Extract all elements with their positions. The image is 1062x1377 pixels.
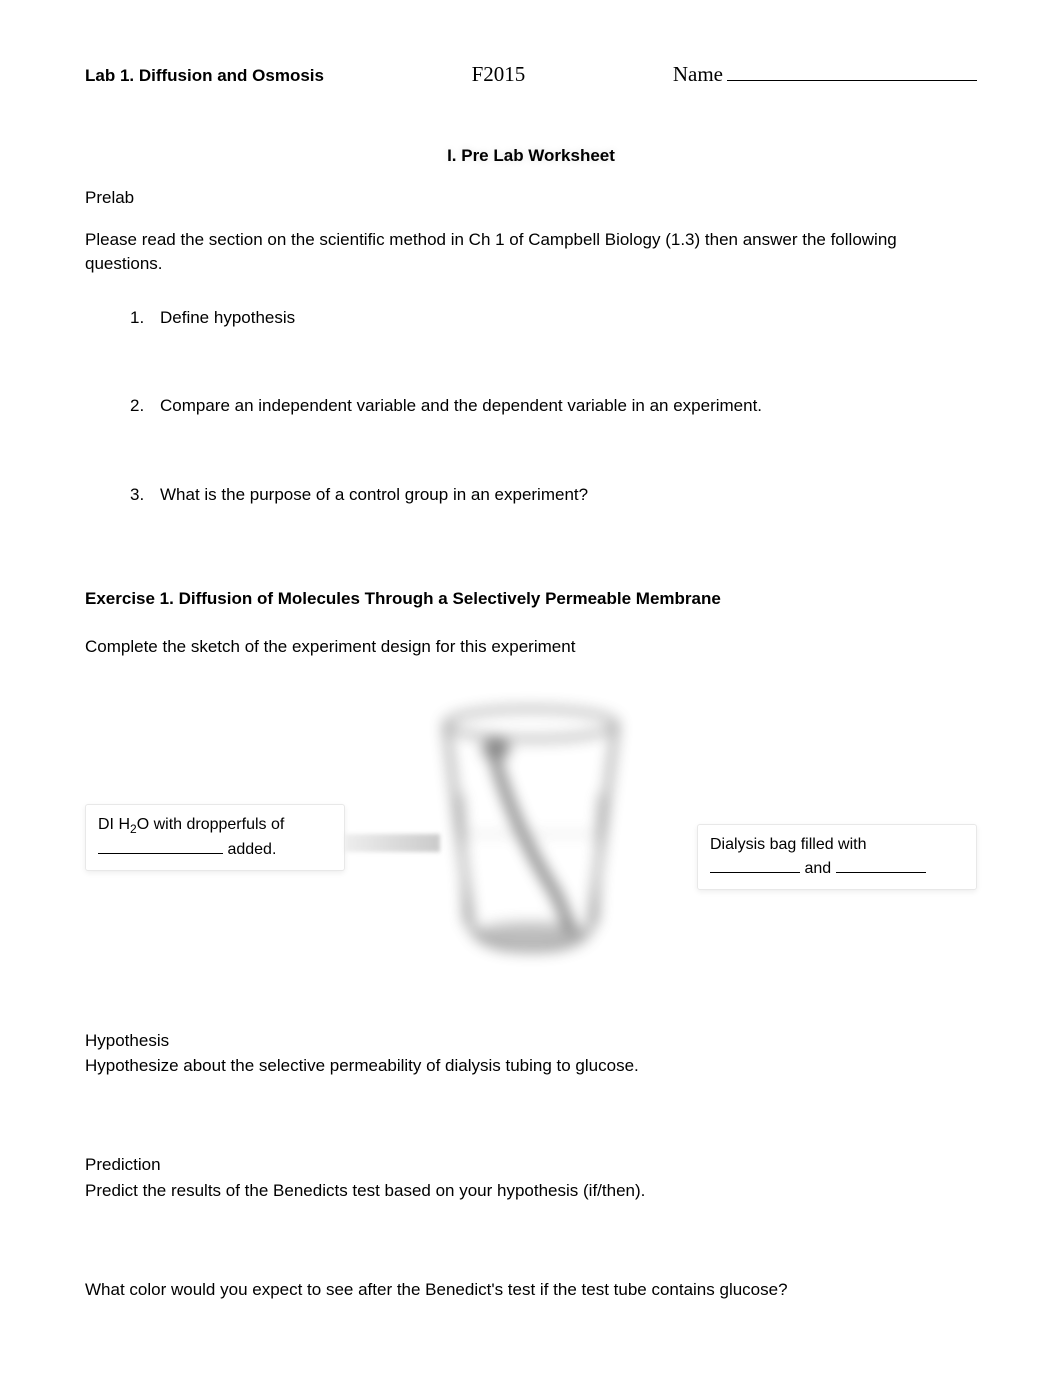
color-question: What color would you expect to see after… xyxy=(85,1278,977,1302)
question-number: 2. xyxy=(130,394,160,418)
question-text: What is the purpose of a control group i… xyxy=(160,483,588,507)
blank-line[interactable] xyxy=(710,872,800,873)
left-label-sub: 2 xyxy=(130,822,137,836)
header-row: Lab 1. Diffusion and Osmosis F2015 Name xyxy=(85,60,977,89)
name-label: Name xyxy=(673,60,723,89)
question-number: 3. xyxy=(130,483,160,507)
blank-line[interactable] xyxy=(836,872,926,873)
term-label: F2015 xyxy=(472,60,526,89)
question-number: 1. xyxy=(130,306,160,330)
diagram-left-label: DI H2O with dropperfuls of added. xyxy=(85,804,345,871)
right-label-pre: Dialysis bag filled with xyxy=(710,836,867,853)
hypothesis-section: Hypothesis Hypothesize about the selecti… xyxy=(85,1029,977,1079)
experiment-diagram: DI H2O with dropperfuls of added. Dialys… xyxy=(85,694,977,974)
prediction-section: Prediction Predict the results of the Be… xyxy=(85,1153,977,1203)
left-label-added: added. xyxy=(223,841,276,858)
right-label-and: and xyxy=(800,860,836,877)
left-label-pre: DI H xyxy=(98,816,130,833)
prediction-text: Predict the results of the Benedicts tes… xyxy=(85,1179,977,1203)
question-item: 1. Define hypothesis xyxy=(130,306,977,330)
exercise-title: Exercise 1. Diffusion of Molecules Throu… xyxy=(85,587,977,611)
hypothesis-text: Hypothesize about the selective permeabi… xyxy=(85,1054,977,1078)
question-item: 2. Compare an independent variable and t… xyxy=(130,394,977,418)
blank-line[interactable] xyxy=(98,853,223,854)
prelab-label: Prelab xyxy=(85,186,977,210)
left-label-post: O with dropperfuls of xyxy=(137,816,285,833)
hypothesis-heading: Hypothesis xyxy=(85,1029,977,1053)
lab-title: Lab 1. Diffusion and Osmosis xyxy=(85,64,324,88)
prelab-intro: Please read the section on the scientifi… xyxy=(85,228,977,276)
prediction-heading: Prediction xyxy=(85,1153,977,1177)
name-field: Name xyxy=(673,60,977,89)
beaker-icon xyxy=(416,694,646,974)
diagram-right-label: Dialysis bag filled with and xyxy=(697,824,977,890)
question-text: Compare an independent variable and the … xyxy=(160,394,762,418)
section-title: I. Pre Lab Worksheet xyxy=(85,144,977,168)
name-blank-line[interactable] xyxy=(727,80,977,81)
question-list: 1. Define hypothesis 2. Compare an indep… xyxy=(85,306,977,507)
question-item: 3. What is the purpose of a control grou… xyxy=(130,483,977,507)
beaker-illustration xyxy=(416,694,646,974)
question-text: Define hypothesis xyxy=(160,306,295,330)
exercise-intro: Complete the sketch of the experiment de… xyxy=(85,635,977,659)
